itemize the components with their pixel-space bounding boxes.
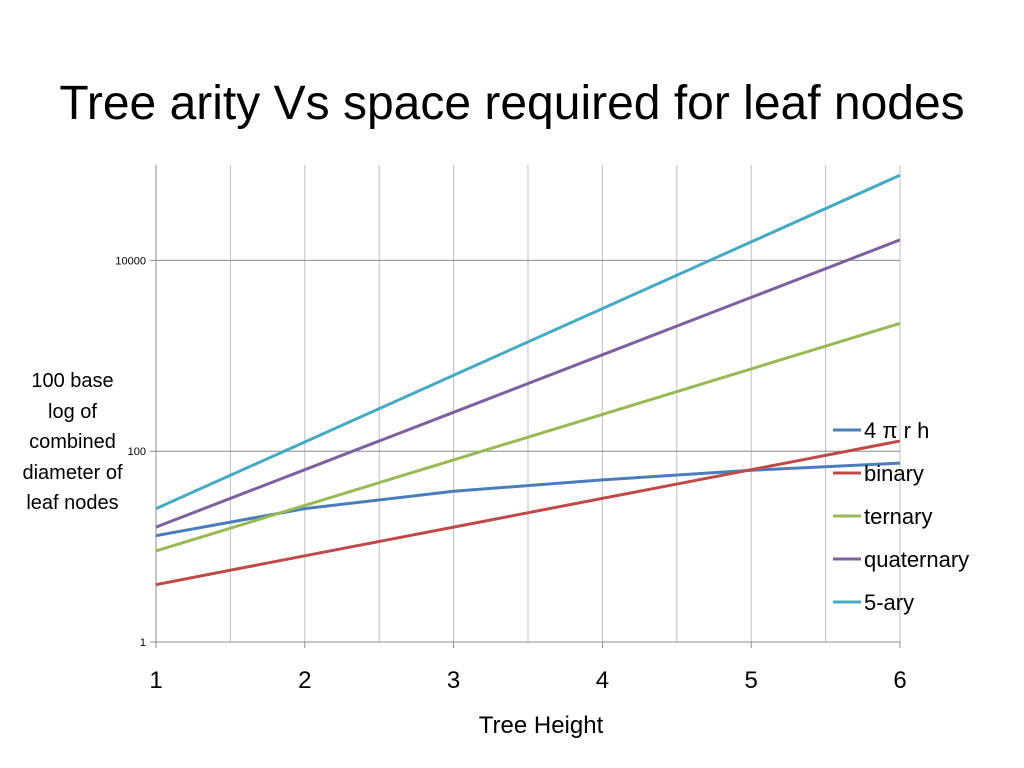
legend-label: quaternary bbox=[864, 547, 969, 572]
legend-label: 5-ary bbox=[864, 590, 914, 615]
x-tick-label: 1 bbox=[149, 667, 162, 694]
series-line-5-ary bbox=[156, 173, 900, 510]
y-axis-title-line: combined bbox=[29, 431, 116, 453]
y-axis-title-line: leaf nodes bbox=[26, 492, 119, 514]
x-tick-label: 2 bbox=[298, 667, 311, 694]
series-lines bbox=[156, 173, 900, 587]
legend-label: 4 π r h bbox=[864, 418, 929, 443]
legend-label: ternary bbox=[864, 504, 932, 529]
y-tick-label: 1 bbox=[140, 637, 146, 649]
y-axis-title-line: diameter of bbox=[22, 461, 123, 484]
y-tick-label: 10000 bbox=[115, 255, 146, 267]
x-tick-label: 3 bbox=[447, 667, 460, 694]
x-tick-label: 6 bbox=[893, 667, 906, 694]
y-tick-label: 100 bbox=[128, 446, 146, 458]
series-line-quaternary bbox=[156, 238, 900, 529]
legend: 4 π r h binary ternary quaternary 5-ary bbox=[833, 418, 969, 615]
x-axis-title: Tree Height bbox=[479, 712, 604, 739]
axes bbox=[150, 165, 901, 648]
tick-labels: 1 2 3 4 5 6 1 100 10000 bbox=[115, 255, 906, 694]
grid-lines bbox=[156, 165, 901, 642]
x-tick-label: 5 bbox=[745, 667, 758, 694]
series-line-binary bbox=[156, 439, 900, 587]
series-line-ternary bbox=[156, 321, 900, 553]
x-tick-label: 4 bbox=[596, 667, 609, 694]
y-axis-title-line: log of bbox=[48, 400, 97, 423]
y-axis-title: 100 base log of combined diameter of leaf no… bbox=[0, 366, 145, 519]
legend-label: binary bbox=[864, 461, 924, 486]
slide-title: Tree arity Vs space required for leaf no… bbox=[59, 77, 965, 130]
y-axis-title-line: 100 base bbox=[31, 370, 114, 392]
